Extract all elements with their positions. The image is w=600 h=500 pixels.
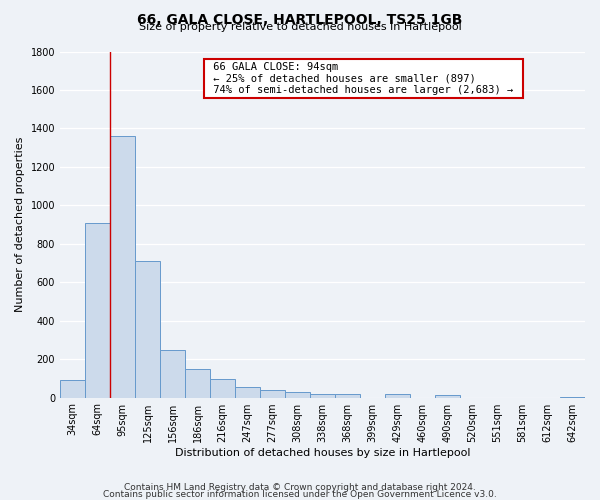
Bar bbox=[110, 136, 135, 398]
Bar bbox=[235, 387, 260, 398]
Bar bbox=[160, 350, 185, 398]
Bar bbox=[310, 394, 335, 398]
Bar bbox=[210, 380, 235, 398]
X-axis label: Distribution of detached houses by size in Hartlepool: Distribution of detached houses by size … bbox=[175, 448, 470, 458]
Bar bbox=[85, 222, 110, 398]
Text: Contains HM Land Registry data © Crown copyright and database right 2024.: Contains HM Land Registry data © Crown c… bbox=[124, 484, 476, 492]
Bar bbox=[285, 392, 310, 398]
Text: Size of property relative to detached houses in Hartlepool: Size of property relative to detached ho… bbox=[139, 22, 461, 32]
Bar bbox=[260, 390, 285, 398]
Bar bbox=[435, 394, 460, 398]
Bar bbox=[335, 394, 360, 398]
Bar bbox=[60, 380, 85, 398]
Bar bbox=[385, 394, 410, 398]
Bar bbox=[560, 396, 585, 398]
Text: Contains public sector information licensed under the Open Government Licence v3: Contains public sector information licen… bbox=[103, 490, 497, 499]
Y-axis label: Number of detached properties: Number of detached properties bbox=[15, 137, 25, 312]
Text: 66, GALA CLOSE, HARTLEPOOL, TS25 1GB: 66, GALA CLOSE, HARTLEPOOL, TS25 1GB bbox=[137, 12, 463, 26]
Text: 66 GALA CLOSE: 94sqm 
 ← 25% of detached houses are smaller (897) 
 74% of semi-: 66 GALA CLOSE: 94sqm ← 25% of detached h… bbox=[207, 62, 520, 95]
Bar bbox=[185, 368, 210, 398]
Bar bbox=[135, 261, 160, 398]
